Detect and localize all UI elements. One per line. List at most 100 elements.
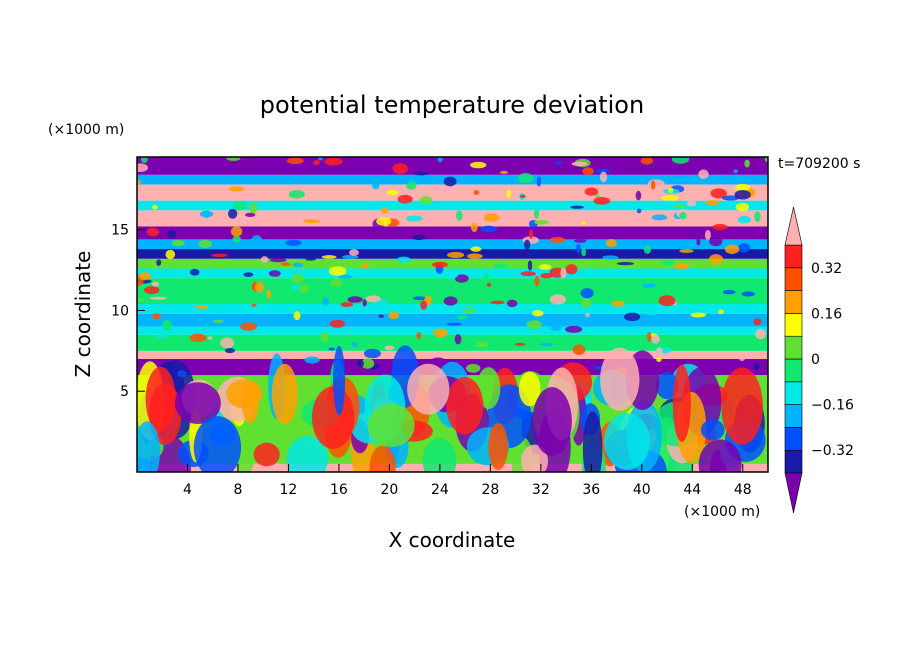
x-unit-label: (×1000 m): [684, 504, 760, 520]
field-blob: [581, 247, 587, 257]
colorbar-box: [784, 449, 803, 474]
field-blob: [381, 206, 389, 214]
colorbar-box: [784, 335, 803, 360]
field-blob: [718, 309, 724, 315]
field-blob: [520, 271, 536, 277]
field-blob: [532, 387, 572, 456]
field-blob: [189, 333, 207, 343]
field-blob: [406, 181, 417, 190]
y-tick-label: 10: [111, 303, 129, 319]
field-blob: [549, 267, 564, 278]
field-blob: [174, 382, 221, 425]
field-blob: [412, 296, 427, 301]
field-blob: [642, 283, 657, 288]
field-blob: [753, 318, 762, 326]
x-tick-label: 12: [280, 482, 298, 498]
x-tick-label: 28: [481, 482, 499, 498]
field-blob: [624, 312, 641, 322]
field-blob: [595, 168, 611, 174]
field-blob: [493, 263, 509, 269]
field-blob: [616, 261, 635, 266]
field-blob: [655, 371, 679, 400]
x-tick-label: 36: [582, 482, 600, 498]
field-blob: [322, 296, 329, 306]
field-blob: [452, 228, 462, 239]
field-blob: [140, 157, 148, 164]
field-blob: [702, 269, 717, 278]
field-band: [137, 239, 768, 250]
field-blob: [340, 302, 354, 307]
field-blob: [672, 364, 691, 442]
field-blob: [549, 294, 566, 305]
field-blob: [365, 295, 381, 303]
field-blob: [753, 363, 760, 370]
field-blob: [288, 190, 305, 199]
field-blob: [741, 291, 756, 297]
field-blob: [349, 249, 359, 256]
field-blob: [226, 379, 263, 409]
field-blob: [651, 334, 660, 344]
field-blob: [571, 161, 588, 167]
field-blob: [260, 256, 269, 263]
field-blob: [303, 219, 321, 224]
field-blob: [397, 194, 413, 204]
field-blob: [724, 244, 740, 255]
field-blob: [672, 263, 691, 270]
field-blob: [506, 299, 518, 308]
field-blob: [661, 195, 679, 201]
field-blob: [443, 176, 457, 187]
field-blob: [560, 267, 567, 279]
field-blob: [285, 239, 302, 246]
field-blob: [240, 322, 257, 331]
field-blob: [195, 304, 209, 309]
field-blob: [582, 167, 594, 176]
field-blob: [764, 157, 768, 163]
field-blob: [144, 286, 160, 295]
field-blob: [320, 331, 329, 343]
field-blob: [549, 236, 566, 244]
field-blob: [531, 309, 544, 317]
field-blob: [299, 284, 310, 293]
field-blob: [332, 345, 346, 416]
field-blob: [585, 313, 590, 318]
field-blob: [734, 189, 751, 200]
field-blob: [220, 337, 235, 349]
field-blob: [456, 315, 467, 320]
field-blob: [447, 251, 465, 259]
field-blob: [508, 214, 516, 219]
field-blob: [463, 307, 472, 311]
field-blob: [647, 179, 665, 188]
field-band: [137, 334, 768, 351]
colorbar-extend-bottom: [784, 472, 803, 514]
field-blob: [517, 173, 534, 184]
field-blob: [199, 210, 214, 218]
field-blob: [329, 319, 346, 328]
field-blob: [324, 157, 343, 166]
field-blob: [538, 264, 552, 270]
field-blob: [599, 171, 608, 183]
field-blob: [700, 419, 725, 441]
field-blob: [248, 202, 258, 214]
field-blob: [454, 334, 462, 345]
field-blob: [486, 282, 492, 287]
plot-frame: [136, 156, 769, 473]
y-tick-label: 5: [120, 384, 129, 400]
field-blob: [454, 274, 469, 283]
x-tick-label: 32: [532, 482, 550, 498]
field-blob: [266, 289, 272, 299]
field-blob: [268, 270, 281, 277]
field-blob: [384, 345, 395, 351]
field-blob: [580, 288, 594, 299]
colorbar-box: [784, 313, 803, 337]
field-blob: [416, 332, 422, 340]
field-blob: [207, 336, 213, 340]
field-blob: [593, 197, 611, 205]
colorbar-box: [784, 358, 803, 383]
field-blob: [271, 363, 298, 425]
field-blob: [318, 157, 323, 161]
field-blob: [292, 262, 304, 268]
field-blob: [574, 238, 587, 243]
field-blob: [651, 180, 656, 190]
field-blob: [640, 157, 654, 165]
field-blob: [744, 159, 750, 168]
